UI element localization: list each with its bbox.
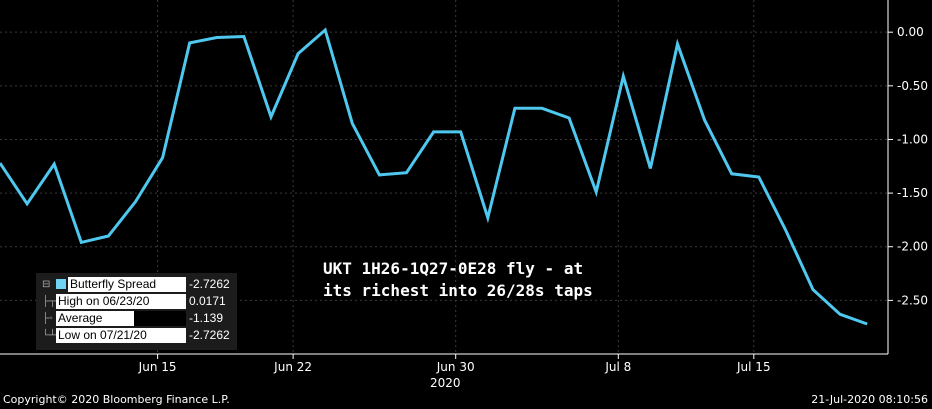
y-tick-label: -1.50 xyxy=(897,186,928,200)
legend-row-series[interactable]: ⊟ Butterfly Spread -2.7262 xyxy=(36,277,237,292)
x-tick-label: Jul 15 xyxy=(736,360,771,374)
legend-value: -2.7262 xyxy=(189,277,230,291)
legend-label: Low on 07/21/20 xyxy=(56,328,186,343)
legend-row-average: ├◦ Average -1.139 xyxy=(36,311,237,326)
average-marker-icon: ├◦ xyxy=(42,313,53,324)
annotation-line-1: UKT 1H26-1Q27-0E28 fly - at xyxy=(323,259,584,278)
grid xyxy=(0,0,888,354)
legend-label: Average xyxy=(56,311,134,326)
y-tick-label: -2.00 xyxy=(897,240,928,254)
legend-label: High on 06/23/20 xyxy=(56,294,186,309)
legend-value: -1.139 xyxy=(189,311,224,325)
x-tick-label: Jun 30 xyxy=(436,360,475,374)
legend: ⊟ Butterfly Spread -2.7262 ├┬ High on 06… xyxy=(36,273,237,350)
legend-value: 0.0171 xyxy=(189,294,226,308)
y-tick-label: 0.00 xyxy=(897,25,924,39)
copyright: Copyright© 2020 Bloomberg Finance L.P. xyxy=(3,393,230,406)
annotation-line-2: its richest into 26/28s taps xyxy=(323,281,593,300)
series-swatch xyxy=(56,279,66,289)
chart-annotation: UKT 1H26-1Q27-0E28 fly - at its richest … xyxy=(323,258,593,302)
y-tick-label: -0.50 xyxy=(897,79,928,93)
timestamp: 21-Jul-2020 08:10:56 xyxy=(811,393,928,406)
series-line-butterfly-spread xyxy=(0,27,868,326)
y-tick-label: -1.00 xyxy=(897,132,928,146)
x-tick-label: Jun 22 xyxy=(273,360,312,374)
x-tick-label: Jul 8 xyxy=(604,360,631,374)
x-ticks: Jun 15 Jun 22 Jun 30 Jul 8 Jul 15 xyxy=(138,354,771,374)
y-tick-label: -2.50 xyxy=(897,293,928,307)
x-axis-year: 2020 xyxy=(430,376,461,390)
legend-label: Butterfly Spread xyxy=(68,277,186,292)
legend-value: -2.7262 xyxy=(189,328,230,342)
legend-row-high: ├┬ High on 06/23/20 0.0171 xyxy=(36,294,237,309)
high-marker-icon: ├┬ xyxy=(42,296,57,307)
x-tick-label: Jun 15 xyxy=(138,360,177,374)
y-ticks: 0.00 -0.50 -1.00 -1.50 -2.00 -2.50 xyxy=(888,25,928,307)
collapse-icon[interactable]: ⊟ xyxy=(42,279,51,290)
low-marker-icon: └┴ xyxy=(42,330,57,341)
legend-row-low: └┴ Low on 07/21/20 -2.7262 xyxy=(36,328,237,343)
